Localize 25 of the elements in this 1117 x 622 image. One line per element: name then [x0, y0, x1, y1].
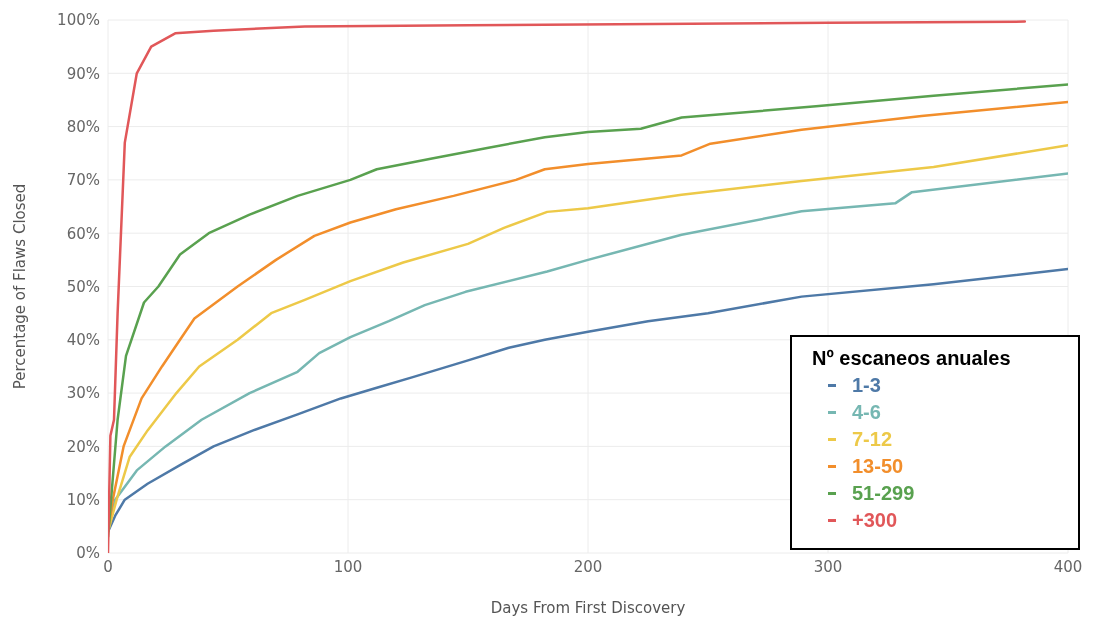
y-tick-label: 30% [66, 384, 100, 403]
legend-label: 13-50 [852, 454, 904, 479]
y-tick-label: 100% [57, 11, 100, 30]
legend-label: 1-3 [852, 373, 881, 398]
legend-label: 4-6 [852, 400, 881, 425]
y-tick-label: 60% [66, 224, 100, 243]
y-tick-label: 70% [66, 171, 100, 190]
x-axis-title: Days From First Discovery [490, 599, 686, 617]
y-tick-label: 0% [76, 544, 100, 563]
x-tick-label: 0 [103, 557, 113, 576]
x-tick-label: 100 [333, 557, 363, 576]
x-tick-label: 200 [573, 557, 603, 576]
legend-title: Nº escaneos anuales [812, 347, 1012, 370]
y-tick-label: 40% [66, 331, 100, 350]
legend-label: 51-299 [852, 481, 915, 506]
x-tick-label: 300 [813, 557, 843, 576]
x-tick-label: 400 [1053, 557, 1083, 576]
y-tick-label: 80% [66, 117, 100, 136]
y-tick-label: 20% [66, 437, 100, 456]
y-tick-label: 50% [66, 277, 100, 296]
legend-label: +300 [852, 508, 898, 533]
y-tick-label: 10% [66, 491, 100, 510]
y-tick-label: 90% [66, 64, 100, 83]
y-axis-title: Percentage of Flaws Closed [11, 183, 30, 390]
legend-label: 7-12 [852, 427, 893, 452]
